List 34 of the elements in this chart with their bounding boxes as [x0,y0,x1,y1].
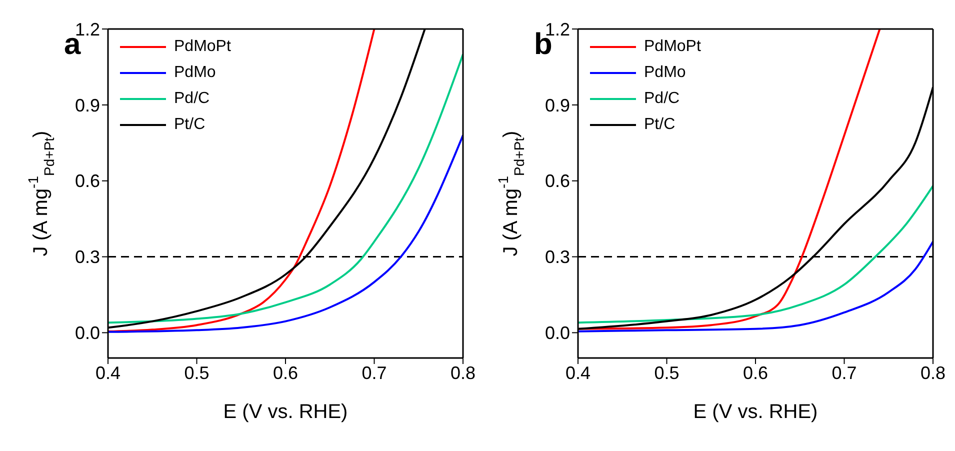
y-tick-label: 0.9 [74,95,100,116]
y-tick-label: 0.6 [74,171,100,192]
y-tick-label: 0.6 [544,171,570,192]
x-tick-label: 0.6 [742,362,768,383]
x-tick-label: 0.5 [184,362,210,383]
x-axis-title: E (V vs. RHE) [693,401,818,423]
line-series [578,240,933,332]
x-tick-label: 0.6 [272,362,298,383]
line-series [578,184,933,324]
x-tick-label: 0.8 [920,362,946,383]
legend-label: Pt/C [644,116,676,134]
y-tick-label: 0.0 [544,323,570,344]
y-tick-label: 0.9 [544,95,570,116]
x-tick-label: 0.4 [95,362,121,383]
line-series [578,29,881,330]
legend-label: PdMoPt [644,38,701,56]
line-series [108,53,463,324]
y-tick-label: 0.0 [74,323,100,344]
x-tick-label: 0.7 [832,362,857,383]
line-series [108,29,376,332]
legend-label: PdMoPt [174,38,231,56]
x-tick-label: 0.5 [654,362,680,383]
line-series [108,134,463,333]
legend-label: PdMo [644,64,686,82]
legend-label: Pd/C [644,90,680,108]
x-tick-label: 0.4 [565,362,591,383]
x-tick-label: 0.8 [450,362,476,383]
x-tick-label: 0.7 [362,362,387,383]
legend-label: Pt/C [174,116,206,134]
legend-label: PdMo [174,64,216,82]
y-tick-label: 0.3 [74,247,100,268]
y-tick-label: 0.3 [544,247,570,268]
legend-label: Pd/C [174,90,210,108]
x-axis-title: E (V vs. RHE) [223,401,348,423]
